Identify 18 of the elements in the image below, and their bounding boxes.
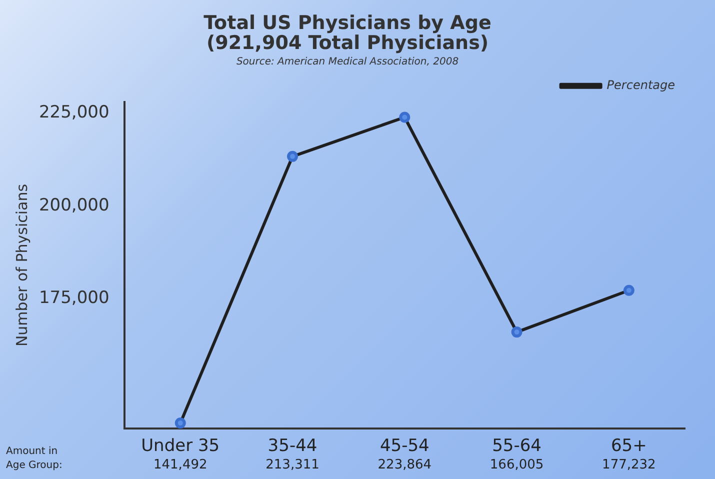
data-label: 141,492: [153, 457, 208, 472]
data-label: 166,005: [490, 457, 544, 472]
chart-subtitle: Source: American Medical Association, 2008: [236, 56, 459, 68]
text: Total US Physicians by Age: [204, 12, 492, 34]
legend-label: Percentage: [606, 78, 676, 92]
data-label: 223,864: [378, 457, 432, 472]
y-axis-title: Number of Physicians: [12, 184, 31, 347]
x-tick-label: 45-54: [380, 436, 430, 456]
y-tick-label: 225,000: [38, 102, 110, 122]
x-tick-label: 35-44: [268, 436, 318, 456]
text: Amount in Age Group:: [6, 446, 62, 472]
x-tick-label: Under 35: [141, 436, 220, 456]
data-label: 213,311: [266, 457, 320, 472]
x-tick-label: 65+: [610, 436, 647, 456]
y-tick-label: 200,000: [38, 195, 110, 216]
x-tick-label: 55-64: [492, 436, 542, 456]
data-label: 177,232: [602, 457, 656, 472]
y-tick-label: 175,000: [38, 288, 110, 308]
